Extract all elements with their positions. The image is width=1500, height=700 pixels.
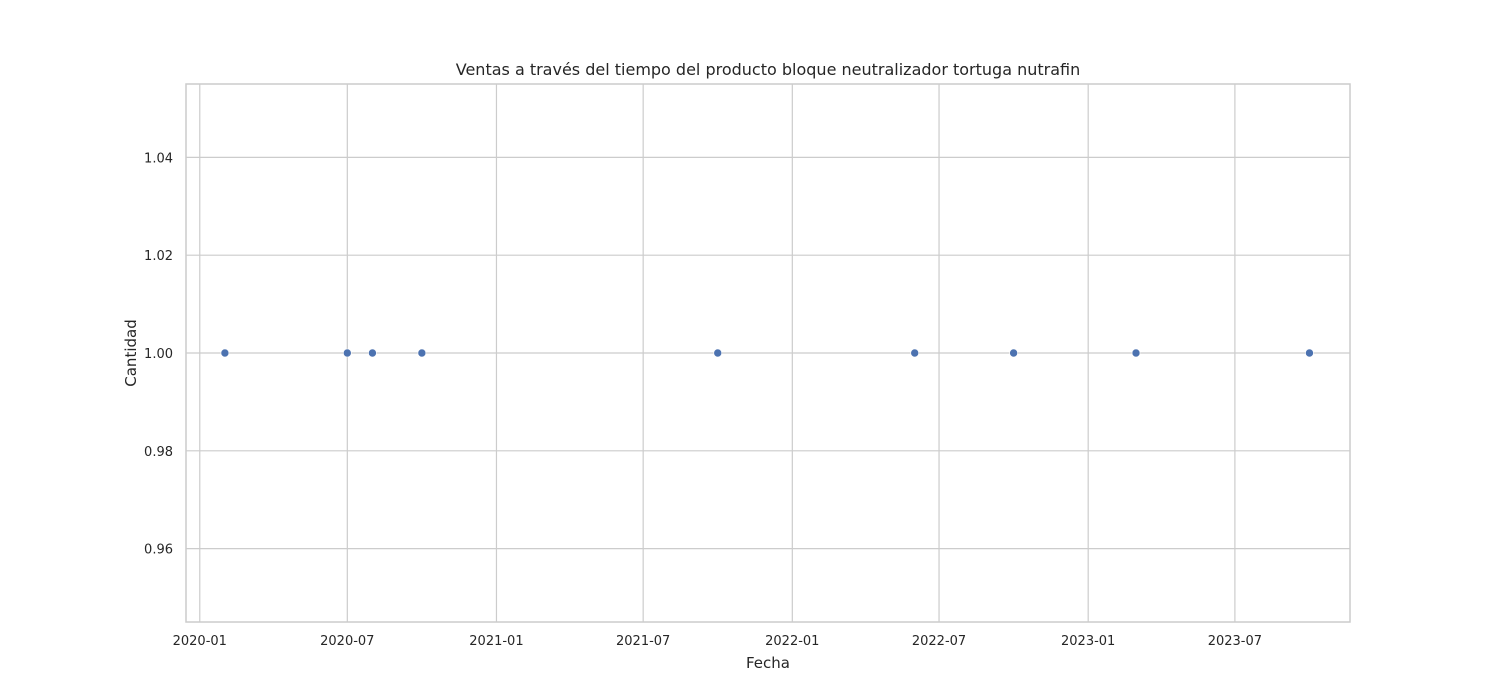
y-tick-label: 0.96	[144, 543, 173, 558]
data-points	[220, 348, 1314, 358]
x-tick-label: 2023-01	[1061, 634, 1115, 649]
y-axis-label: Cantidad	[122, 319, 140, 386]
data-point	[713, 348, 723, 358]
chart-title: Ventas a través del tiempo del producto …	[456, 60, 1080, 79]
x-tick-label: 2023-07	[1208, 634, 1262, 649]
x-axis-ticks: 2020-01 2020-07 2021-01 2021-07 2022-01 2022-…	[173, 634, 1262, 649]
data-point	[1305, 348, 1314, 358]
x-tick-label: 2021-01	[469, 634, 523, 649]
y-tick-label: 0.98	[144, 445, 173, 460]
y-tick-label: 1.00	[144, 347, 173, 362]
data-point	[343, 348, 352, 358]
x-axis-label: Fecha	[746, 654, 790, 672]
data-point	[417, 348, 427, 358]
y-tick-label: 1.04	[144, 151, 173, 166]
grid-lines	[186, 84, 1350, 622]
data-point	[368, 348, 377, 358]
x-tick-label: 2020-07	[320, 634, 374, 649]
x-tick-label: 2021-07	[616, 634, 670, 649]
x-tick-label: 2020-01	[173, 634, 227, 649]
x-tick-label: 2022-01	[765, 634, 819, 649]
data-point	[1131, 348, 1141, 358]
plot-frame	[185, 83, 1351, 623]
data-point	[910, 348, 920, 358]
data-point	[220, 348, 230, 358]
y-tick-label: 1.02	[144, 249, 173, 264]
y-axis-ticks: 0.96 0.98 1.00 1.02 1.04	[144, 151, 173, 557]
data-point	[1009, 348, 1018, 358]
x-tick-label: 2022-07	[912, 634, 966, 649]
